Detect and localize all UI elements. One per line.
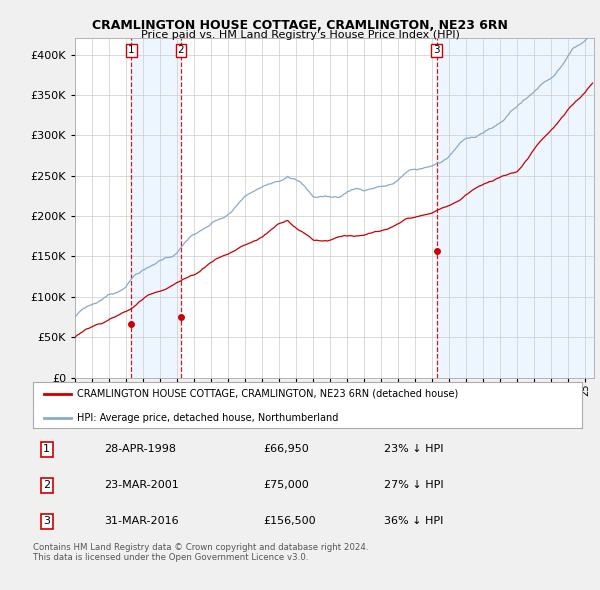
Bar — [131, 38, 181, 378]
Bar — [437, 38, 594, 378]
Text: 28-APR-1998: 28-APR-1998 — [104, 444, 176, 454]
Text: £75,000: £75,000 — [263, 480, 310, 490]
Text: 3: 3 — [43, 516, 50, 526]
Text: CRAMLINGTON HOUSE COTTAGE, CRAMLINGTON, NE23 6RN (detached house): CRAMLINGTON HOUSE COTTAGE, CRAMLINGTON, … — [77, 389, 458, 399]
Text: 23% ↓ HPI: 23% ↓ HPI — [385, 444, 444, 454]
Text: Price paid vs. HM Land Registry's House Price Index (HPI): Price paid vs. HM Land Registry's House … — [140, 30, 460, 40]
Text: 36% ↓ HPI: 36% ↓ HPI — [385, 516, 444, 526]
Text: 2: 2 — [178, 45, 184, 55]
Text: 31-MAR-2016: 31-MAR-2016 — [104, 516, 179, 526]
Text: £156,500: £156,500 — [263, 516, 316, 526]
Text: CRAMLINGTON HOUSE COTTAGE, CRAMLINGTON, NE23 6RN: CRAMLINGTON HOUSE COTTAGE, CRAMLINGTON, … — [92, 19, 508, 32]
Text: 1: 1 — [128, 45, 135, 55]
Text: 2: 2 — [43, 480, 50, 490]
Text: Contains HM Land Registry data © Crown copyright and database right 2024.: Contains HM Land Registry data © Crown c… — [33, 543, 368, 552]
Text: 23-MAR-2001: 23-MAR-2001 — [104, 480, 179, 490]
Text: HPI: Average price, detached house, Northumberland: HPI: Average price, detached house, Nort… — [77, 413, 338, 423]
Text: 3: 3 — [433, 45, 440, 55]
Text: 1: 1 — [43, 444, 50, 454]
Text: This data is licensed under the Open Government Licence v3.0.: This data is licensed under the Open Gov… — [33, 553, 308, 562]
Text: £66,950: £66,950 — [263, 444, 310, 454]
Text: 27% ↓ HPI: 27% ↓ HPI — [385, 480, 444, 490]
